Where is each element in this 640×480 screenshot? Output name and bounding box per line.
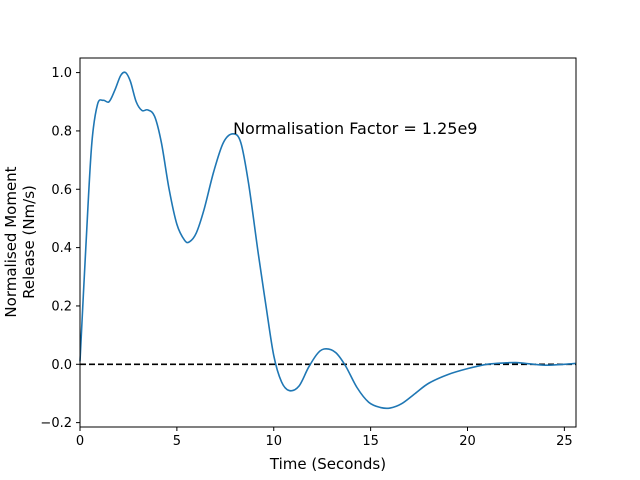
moment-release-line bbox=[79, 71, 577, 410]
x-tick-label: 0 bbox=[76, 434, 84, 449]
y-tick-label: −0.2 bbox=[40, 416, 72, 431]
y-tick-label: 0.6 bbox=[51, 183, 72, 198]
normalisation-annotation: Normalisation Factor = 1.25e9 bbox=[233, 119, 477, 138]
x-tick-label: 15 bbox=[362, 434, 379, 449]
plot-frame bbox=[79, 57, 577, 428]
y-axis-label-line-1: Normalised Moment bbox=[2, 166, 20, 317]
y-tick-label: 1.0 bbox=[51, 66, 72, 81]
x-axis-label: Time (Seconds) bbox=[269, 455, 386, 473]
plot-series bbox=[79, 71, 577, 410]
y-tick-label: 0.8 bbox=[51, 124, 72, 139]
y-tick-label: 0.0 bbox=[51, 358, 72, 373]
y-axis-label: Normalised Moment Release (Nm/s) bbox=[2, 166, 38, 317]
x-tick-label: 5 bbox=[173, 434, 181, 449]
axis-ticks: 0 5 10 15 20 25 −0.2 0.0 0.2 0.4 0.6 0.8 1.0 bbox=[40, 66, 572, 449]
x-tick-label: 20 bbox=[459, 434, 476, 449]
x-tick-label: 10 bbox=[265, 434, 282, 449]
y-axis-label-line-2: Release (Nm/s) bbox=[20, 185, 38, 299]
x-tick-label: 25 bbox=[556, 434, 573, 449]
y-tick-label: 0.2 bbox=[51, 299, 72, 314]
y-tick-label: 0.4 bbox=[51, 241, 72, 256]
